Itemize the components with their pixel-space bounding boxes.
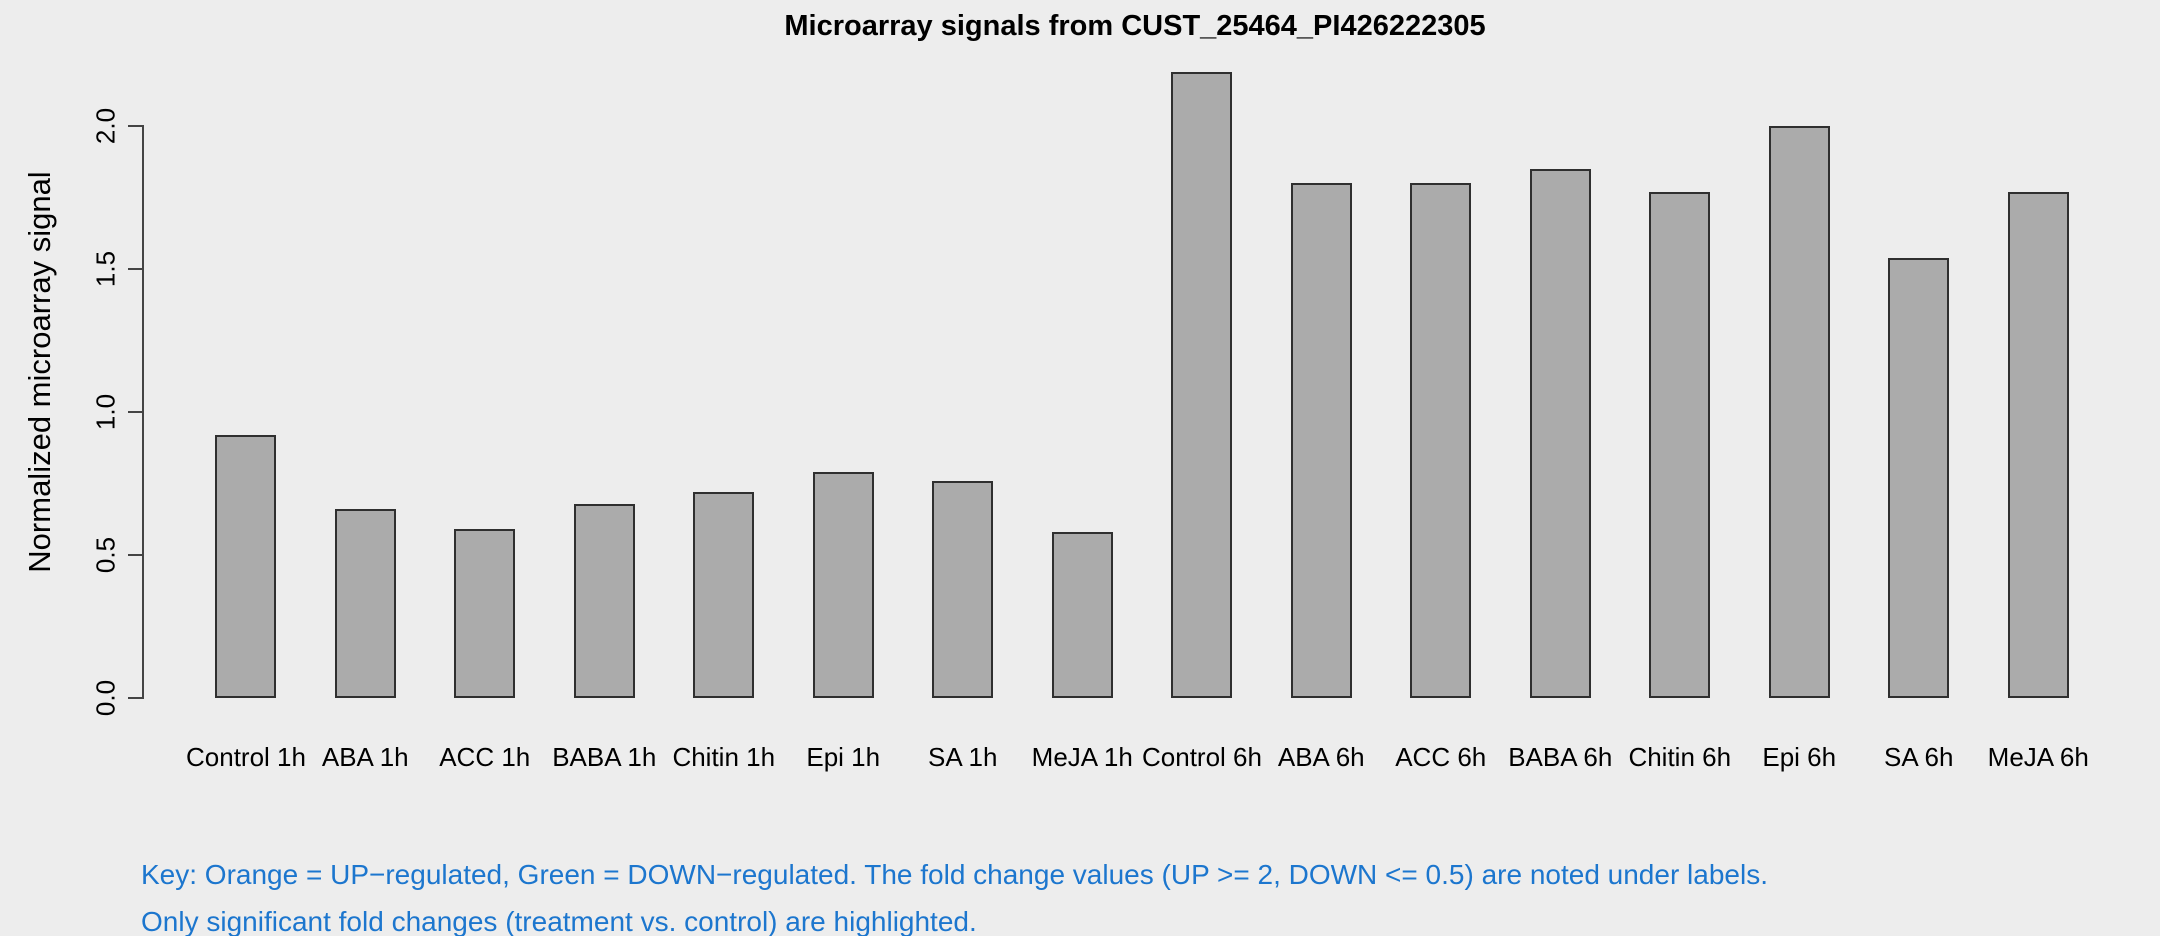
x-tick-label: MeJA 6h [1987, 742, 2089, 772]
x-tick-label: ACC 6h [1395, 742, 1487, 772]
y-axis-label: Normalized microarray signal [22, 171, 57, 573]
bar [2007, 191, 2069, 698]
bar [1768, 126, 1830, 698]
y-tick-label: 0.0 [90, 679, 121, 717]
bar [1290, 183, 1352, 698]
x-tick-label: Chitin 1h [672, 742, 776, 772]
x-tick-label: ACC 1h [439, 742, 531, 772]
x-tick-label: MeJA 1h [1031, 742, 1133, 772]
y-tick-mark [128, 411, 143, 413]
x-tick-label: SA 6h [1884, 742, 1954, 772]
y-tick-label: 1.5 [90, 250, 121, 288]
bar [1171, 71, 1233, 698]
footer-key-line-2: Only significant fold changes (treatment… [141, 906, 977, 936]
x-tick-label: SA 1h [928, 742, 998, 772]
bar [1410, 183, 1472, 698]
bar [1888, 257, 1950, 698]
bar [573, 503, 635, 698]
y-tick-mark [128, 697, 143, 699]
y-tick-mark [128, 125, 143, 127]
y-axis-line [142, 125, 144, 699]
bar [1649, 191, 1711, 698]
footer-key-text: Key: Orange = UP−regulated, Green = DOWN… [141, 851, 1768, 936]
x-tick-label: BABA 6h [1508, 742, 1613, 772]
x-tick-label: BABA 1h [552, 742, 657, 772]
bar [215, 434, 277, 698]
x-tick-label: Epi 6h [1762, 742, 1837, 772]
y-tick-label: 2.0 [90, 107, 121, 145]
bar [334, 509, 396, 698]
chart-title: Microarray signals from CUST_25464_PI426… [784, 10, 1486, 42]
y-tick-label: 1.0 [90, 393, 121, 431]
x-tick-label: Control 1h [186, 742, 306, 772]
bar [693, 492, 755, 698]
x-tick-label: Epi 1h [806, 742, 881, 772]
bar [812, 472, 874, 698]
bar [1051, 532, 1113, 698]
bar [1529, 168, 1591, 698]
footer-key-line-1: Key: Orange = UP−regulated, Green = DOWN… [141, 859, 1768, 890]
x-tick-label: Chitin 6h [1628, 742, 1732, 772]
x-tick-label: ABA 1h [321, 742, 409, 772]
y-tick-mark [128, 268, 143, 270]
bar [454, 529, 516, 698]
y-tick-label: 0.5 [90, 536, 121, 574]
x-tick-label: ABA 6h [1277, 742, 1365, 772]
y-tick-mark [128, 554, 143, 556]
x-tick-label: Control 6h [1142, 742, 1262, 772]
bar [932, 480, 994, 698]
